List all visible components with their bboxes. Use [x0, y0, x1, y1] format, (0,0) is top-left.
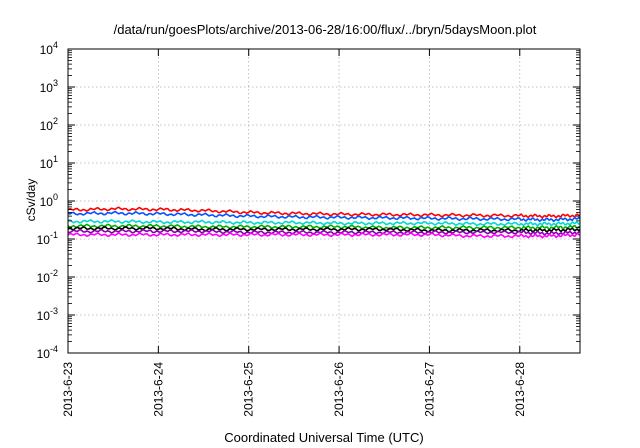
x-tick-label: 2013-6-28	[513, 362, 527, 417]
grid	[68, 49, 580, 353]
series-line	[67, 232, 580, 239]
y-tick-label: 10-4	[37, 344, 58, 361]
y-tick-label: 103	[40, 78, 58, 95]
series-line	[67, 210, 581, 223]
y-tick-label: 104	[40, 40, 58, 57]
x-tick-label: 2013-6-24	[151, 362, 165, 417]
series-line	[67, 223, 580, 230]
y-axis: 104 103 102 101 100 10-1 10-2 10-3 10-4	[37, 40, 580, 361]
chart-title: /data/run/goesPlots/archive/2013-06-28/1…	[114, 22, 537, 37]
x-tick-label: 2013-6-26	[332, 362, 346, 417]
x-tick-label: 2013-6-23	[61, 362, 75, 417]
y-tick-label: 102	[40, 116, 58, 133]
series-line	[67, 228, 581, 236]
y-tick-label: 101	[40, 154, 58, 171]
series-line	[67, 206, 581, 219]
x-tick-label: 2013-6-25	[242, 362, 256, 417]
y-tick-label: 100	[40, 192, 58, 209]
x-axis: 2013-6-23 2013-6-24 2013-6-25 2013-6-26 2013…	[61, 49, 527, 417]
x-tick-label: 2013-6-27	[422, 362, 436, 417]
y-tick-label: 10-1	[37, 230, 58, 247]
y-tick-label: 10-3	[37, 306, 58, 323]
series-group	[67, 206, 581, 239]
x-axis-label: Coordinated Universal Time (UTC)	[224, 430, 423, 445]
series-line	[67, 219, 581, 227]
y-tick-label: 10-2	[37, 268, 58, 285]
y-axis-label: cSv/day	[24, 179, 38, 222]
